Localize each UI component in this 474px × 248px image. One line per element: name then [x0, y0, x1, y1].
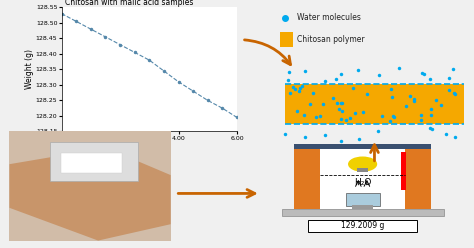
Bar — [294, 147, 320, 209]
FancyBboxPatch shape — [308, 220, 417, 232]
Bar — [50, 142, 138, 181]
Bar — [320, 147, 405, 209]
Bar — [61, 153, 122, 173]
Text: H₂O: H₂O — [354, 178, 371, 187]
Bar — [405, 147, 431, 209]
Circle shape — [349, 157, 376, 171]
Text: Water molecules: Water molecules — [297, 13, 361, 22]
Y-axis label: Weight (g): Weight (g) — [26, 49, 35, 90]
Bar — [280, 32, 293, 47]
Text: Chitosan polymer: Chitosan polymer — [297, 35, 365, 44]
X-axis label: Time (h): Time (h) — [133, 142, 165, 151]
Polygon shape — [9, 148, 171, 241]
Text: Chitosan with malic acid samples: Chitosan with malic acid samples — [65, 0, 193, 7]
Bar — [346, 193, 380, 206]
Bar — [352, 205, 373, 209]
Bar — [285, 84, 464, 124]
Bar — [282, 209, 444, 216]
Text: 129.2009 g: 129.2009 g — [341, 221, 384, 230]
Bar — [401, 152, 406, 190]
Bar — [357, 168, 368, 172]
Bar — [294, 144, 431, 149]
